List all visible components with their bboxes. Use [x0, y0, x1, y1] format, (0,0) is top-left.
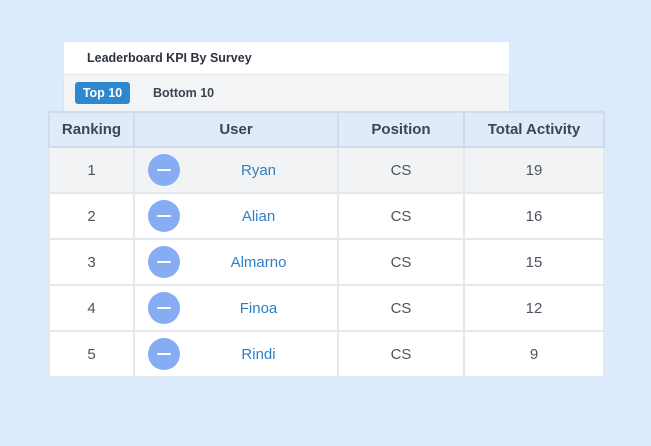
user-cell: Alian	[133, 192, 339, 240]
table-row: 2 Alian CS 16	[48, 192, 605, 240]
activity-cell: 9	[463, 330, 605, 378]
rank-cell: 5	[48, 330, 135, 378]
user-cell: Rindi	[133, 330, 339, 378]
tabs-bar: Top 10 Bottom 10	[63, 75, 510, 112]
table-row: 3 Almarno CS 15	[48, 238, 605, 286]
user-column-header: User	[133, 111, 339, 148]
tab-top-10[interactable]: Top 10	[75, 82, 130, 104]
activity-column-header: Total Activity	[463, 111, 605, 148]
minus-icon[interactable]	[148, 292, 180, 324]
position-cell: CS	[337, 330, 465, 378]
minus-icon[interactable]	[148, 246, 180, 278]
rank-cell: 3	[48, 238, 135, 286]
tab-bottom-10[interactable]: Bottom 10	[153, 86, 215, 100]
rank-cell: 2	[48, 192, 135, 240]
position-cell: CS	[337, 192, 465, 240]
user-name-link[interactable]: Ryan	[240, 161, 277, 179]
card-title: Leaderboard KPI By Survey	[87, 51, 252, 65]
user-name-link[interactable]: Alian	[241, 207, 276, 225]
table-row: 4 Finoa CS 12	[48, 284, 605, 332]
position-cell: CS	[337, 146, 465, 194]
card-header: Leaderboard KPI By Survey	[63, 41, 510, 75]
activity-cell: 12	[463, 284, 605, 332]
activity-cell: 16	[463, 192, 605, 240]
user-cell: Almarno	[133, 238, 339, 286]
table-row: 5 Rindi CS 9	[48, 330, 605, 378]
minus-icon[interactable]	[148, 338, 180, 370]
user-cell: Finoa	[133, 284, 339, 332]
table-header-row: Ranking User Position Total Activity	[48, 111, 605, 148]
activity-cell: 19	[463, 146, 605, 194]
minus-icon[interactable]	[148, 154, 180, 186]
user-name-link[interactable]: Rindi	[241, 345, 276, 363]
user-name-link[interactable]: Almarno	[230, 253, 287, 271]
position-cell: CS	[337, 284, 465, 332]
table-row: 1 Ryan CS 19	[48, 146, 605, 194]
position-cell: CS	[337, 238, 465, 286]
ranking-column-header: Ranking	[48, 111, 135, 148]
position-column-header: Position	[337, 111, 465, 148]
activity-cell: 15	[463, 238, 605, 286]
user-cell: Ryan	[133, 146, 339, 194]
minus-icon[interactable]	[148, 200, 180, 232]
rank-cell: 1	[48, 146, 135, 194]
rank-cell: 4	[48, 284, 135, 332]
leaderboard-table: Ranking User Position Total Activity 1 R…	[48, 111, 605, 378]
user-name-link[interactable]: Finoa	[239, 299, 278, 317]
